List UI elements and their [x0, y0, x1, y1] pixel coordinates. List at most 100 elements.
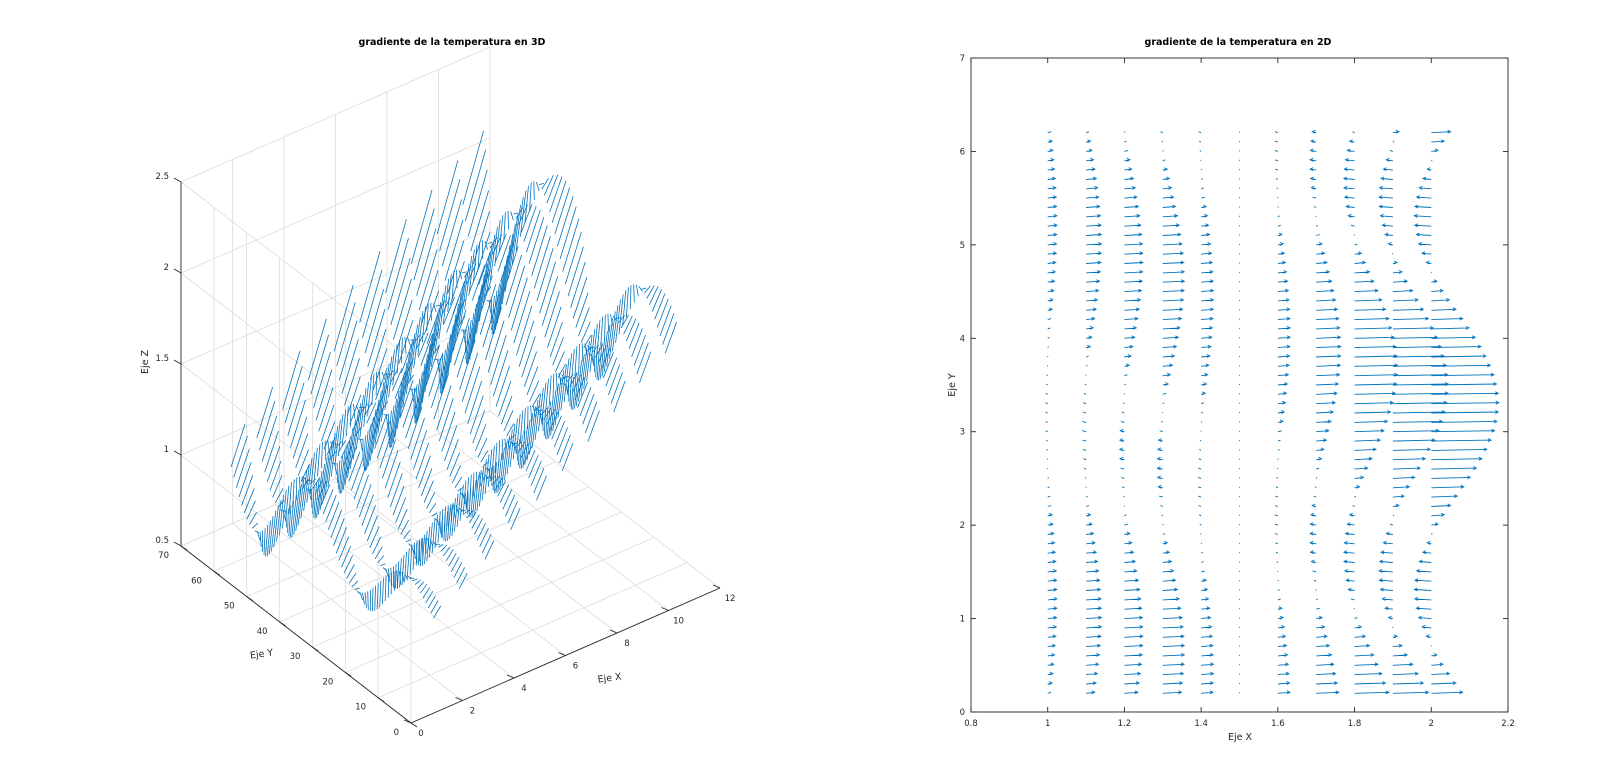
x-tick-label-2d: 2 — [1429, 719, 1434, 729]
gridline-3d-floor-y — [180, 410, 491, 547]
y-tick-3d — [246, 596, 253, 601]
y-tick-label-2d: 6 — [960, 147, 965, 157]
chart-2d-arrows — [1045, 129, 1500, 695]
z-tick-3d — [173, 359, 182, 365]
arrow-column-2d — [1197, 131, 1215, 695]
gridline-3d-floor-y — [312, 511, 622, 648]
chart-2d: gradiente de la temperatura en 2D 0.8 1 1.… — [947, 37, 1515, 743]
chart-2d-ylabel: Eje Y — [947, 373, 958, 397]
y-tick-3d — [213, 570, 221, 576]
z-tick-3d — [173, 450, 182, 456]
z-tick-label-3d: 2.5 — [155, 172, 169, 182]
x-tick-3d — [403, 719, 412, 724]
y-tick-label-2d: 0 — [960, 708, 965, 718]
y-tick-label-2d: 3 — [960, 428, 965, 438]
arrow-path-3d — [436, 160, 652, 410]
z-tick-label-3d: 1 — [164, 445, 169, 455]
z-tick-label-3d: 0.5 — [155, 536, 169, 546]
z-tick-3d — [173, 541, 182, 547]
arrow-column-2d — [1378, 129, 1450, 695]
x-tick-label-3d: 4 — [521, 684, 526, 694]
arrow-path-2d — [1082, 131, 1103, 695]
chart-2d-title: gradiente de la temperatura en 2D — [1145, 37, 1332, 48]
chart-3d-ylabel: Eje Y — [249, 647, 274, 661]
y-tick-label-3d: 0 — [394, 728, 399, 738]
x-tick-label-2d: 1.4 — [1194, 719, 1208, 729]
x-tick-3d — [506, 674, 515, 679]
arrow-path-3d — [333, 284, 547, 518]
x-tick-label-2d: 0.8 — [964, 719, 978, 729]
chart-3d-axes — [173, 177, 721, 728]
x-tick-label-2d: 1.6 — [1271, 719, 1285, 729]
gridline-3d-floor-x — [283, 500, 515, 679]
gridline-3d-floor-y — [279, 486, 589, 623]
arrow-path-2d — [1378, 129, 1450, 695]
gridline-3d-floor-y — [345, 537, 655, 673]
x-tick-label-2d: 2.2 — [1501, 719, 1515, 729]
y-tick-label-2d: 4 — [960, 334, 965, 344]
gridline-3d-z-back — [180, 137, 491, 274]
gridline-3d-floor-x — [489, 410, 721, 589]
gridline-3d-floor-x — [438, 433, 669, 611]
gridline-3d-floor-x — [335, 478, 566, 656]
arrow-path-2d — [1197, 131, 1215, 695]
arrow-column-2d — [1082, 131, 1103, 695]
chart-3d-title: gradiente de la temperatura en 3D — [359, 37, 546, 48]
y-tick-label-3d: 50 — [224, 602, 235, 612]
x-tick-label-3d: 0 — [418, 729, 423, 739]
y-tick-label-2d: 2 — [960, 521, 965, 531]
arrow-series-3d — [333, 284, 547, 518]
gridline-3d-floor-y — [213, 435, 524, 572]
gridline-3d-z-back — [180, 46, 491, 183]
z-tick-3d — [173, 177, 182, 183]
arrow-path-2d — [1045, 131, 1058, 694]
gridline-3d-z-left — [180, 272, 412, 451]
y-tick-label-2d: 7 — [960, 54, 965, 64]
y-tick-3d — [345, 672, 352, 677]
chart-3d-zlabel: Eje Z — [140, 350, 151, 375]
y-tick-label-3d: 10 — [355, 703, 366, 713]
arrow-column-2d — [1309, 129, 1342, 695]
y-tick-3d — [312, 646, 319, 652]
x-tick-label-3d: 8 — [624, 639, 629, 649]
gridline-3d-z-left — [180, 181, 412, 360]
gridline-3d-z-back — [180, 319, 491, 456]
gridline-3d-z-left — [180, 454, 412, 633]
arrow-path-2d — [1274, 131, 1292, 695]
x-tick-label-2d: 1.2 — [1118, 719, 1132, 729]
chart-2d-xlabel: Eje X — [1228, 732, 1253, 743]
arrow-column-2d — [1156, 131, 1186, 695]
y-tick-3d — [377, 697, 385, 703]
y-tick-label-2d: 5 — [960, 241, 965, 251]
y-axis-3d — [180, 545, 412, 724]
gridline-3d-floor-x — [232, 523, 463, 701]
gridline-3d-z-back — [180, 228, 491, 365]
x-tick-label-3d: 6 — [573, 662, 578, 672]
y-tick-label-3d: 20 — [322, 677, 333, 687]
arrow-series-3d — [307, 318, 521, 542]
arrow-path-3d — [230, 423, 442, 619]
y-tick-label-3d: 30 — [290, 652, 301, 662]
arrow-path-2d — [1118, 131, 1144, 695]
gridline-3d-floor-y — [377, 562, 688, 699]
x-tick-label-3d: 12 — [725, 594, 736, 604]
arrow-series-3d — [436, 160, 652, 410]
x-tick-label-2d: 1 — [1045, 719, 1050, 729]
x-tick-3d — [661, 607, 669, 611]
arrow-column-2d — [1045, 131, 1058, 694]
y-tick-label-3d: 70 — [158, 551, 169, 561]
x-tick-label-3d: 2 — [470, 707, 475, 717]
arrow-column-2d — [1342, 131, 1399, 695]
y-tick-label-3d: 60 — [191, 576, 202, 586]
arrow-column-2d — [1274, 131, 1292, 695]
chart-3d: gradiente de la temperatura en 3D 0 2 4 6 8 1… — [140, 37, 735, 739]
arrow-path-3d — [410, 189, 626, 440]
x-tick-3d — [455, 697, 463, 701]
z-tick-3d — [173, 268, 182, 274]
z-tick-label-3d: 1.5 — [155, 354, 169, 364]
arrow-column-2d — [1413, 129, 1500, 695]
arrow-series-3d — [230, 423, 442, 619]
x-tick-3d — [712, 584, 721, 589]
arrow-path-2d — [1309, 129, 1342, 695]
